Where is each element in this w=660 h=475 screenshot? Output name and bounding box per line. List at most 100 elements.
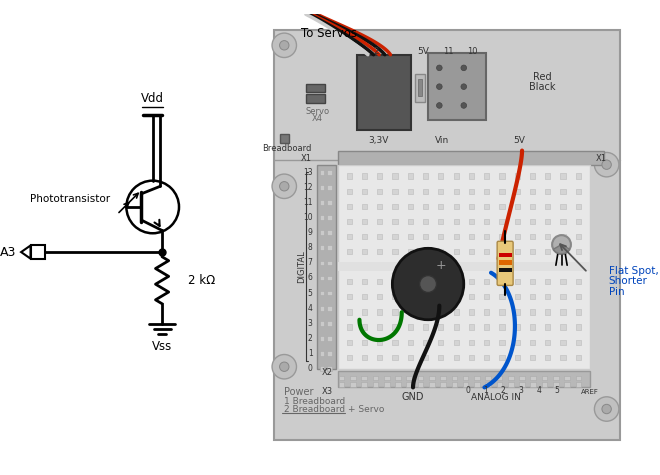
Bar <box>319 260 324 265</box>
Bar <box>440 376 446 380</box>
Bar <box>423 264 428 269</box>
Bar <box>327 336 332 341</box>
Bar <box>463 376 469 380</box>
Bar <box>338 151 604 165</box>
Text: 8: 8 <box>308 243 312 252</box>
Bar <box>545 294 550 299</box>
Bar <box>469 173 474 179</box>
Bar <box>319 185 324 190</box>
Bar <box>453 264 459 269</box>
Bar <box>408 234 413 239</box>
Polygon shape <box>21 246 30 259</box>
Bar <box>393 309 398 314</box>
Bar <box>576 294 581 299</box>
Bar <box>393 294 398 299</box>
Bar <box>564 382 570 387</box>
Bar <box>469 324 474 330</box>
Bar <box>453 218 459 224</box>
Bar <box>576 218 581 224</box>
Bar <box>453 204 459 209</box>
Text: AREF: AREF <box>581 389 599 395</box>
Bar <box>576 173 581 179</box>
Bar <box>576 234 581 239</box>
Bar <box>362 279 367 285</box>
Bar <box>560 264 566 269</box>
Bar <box>407 382 412 387</box>
Bar <box>498 260 512 265</box>
Bar <box>484 324 489 330</box>
Bar <box>484 218 489 224</box>
Bar <box>453 294 459 299</box>
Bar <box>560 294 566 299</box>
Bar <box>393 173 398 179</box>
Bar <box>346 309 352 314</box>
Bar <box>545 218 550 224</box>
Bar <box>327 306 332 311</box>
Text: X2: X2 <box>322 368 333 377</box>
Bar <box>423 279 428 285</box>
Bar <box>274 30 620 440</box>
Bar <box>327 185 332 190</box>
Text: Vin: Vin <box>435 136 449 145</box>
Text: Shorter: Shorter <box>609 276 647 286</box>
Bar <box>393 234 398 239</box>
Text: 3,3V: 3,3V <box>368 136 389 145</box>
Text: ANALOG IN: ANALOG IN <box>471 393 521 402</box>
Text: DIGITAL: DIGITAL <box>297 250 306 283</box>
Circle shape <box>436 103 442 108</box>
Bar <box>418 382 423 387</box>
Bar <box>393 249 398 254</box>
Circle shape <box>392 248 464 320</box>
Bar <box>474 382 480 387</box>
Text: Black: Black <box>529 82 556 92</box>
Bar <box>438 264 444 269</box>
Text: 13: 13 <box>303 168 312 177</box>
Bar <box>346 355 352 360</box>
Bar <box>515 218 520 224</box>
Bar <box>576 340 581 345</box>
Bar <box>423 309 428 314</box>
Text: 11: 11 <box>444 48 454 57</box>
Bar <box>545 189 550 194</box>
Bar <box>378 324 382 330</box>
Text: 6: 6 <box>308 274 312 283</box>
Bar <box>500 234 504 239</box>
Bar <box>327 170 332 175</box>
Bar <box>453 234 459 239</box>
Circle shape <box>420 276 436 293</box>
Bar <box>545 324 550 330</box>
Bar <box>530 309 535 314</box>
Bar <box>515 234 520 239</box>
Text: A3: A3 <box>0 246 16 258</box>
Bar <box>362 340 367 345</box>
Bar <box>485 382 491 387</box>
Bar <box>408 355 413 360</box>
Bar <box>560 234 566 239</box>
Circle shape <box>552 235 571 254</box>
Bar <box>423 340 428 345</box>
Bar <box>338 165 589 369</box>
Bar <box>530 324 535 330</box>
Bar <box>378 355 382 360</box>
Bar <box>515 324 520 330</box>
Bar <box>378 279 382 285</box>
Bar <box>378 249 382 254</box>
Bar <box>338 371 589 388</box>
Bar <box>451 376 457 380</box>
Text: 0: 0 <box>465 386 470 395</box>
Bar <box>560 249 566 254</box>
Bar <box>378 218 382 224</box>
Circle shape <box>280 40 289 50</box>
Text: X1: X1 <box>300 153 312 162</box>
Text: Phototransistor: Phototransistor <box>30 194 110 204</box>
Bar <box>429 376 435 380</box>
Bar <box>362 309 367 314</box>
Bar <box>395 376 401 380</box>
Bar <box>576 249 581 254</box>
Text: 2: 2 <box>501 386 506 395</box>
Text: 2: 2 <box>374 48 379 57</box>
Bar <box>530 294 535 299</box>
Bar <box>327 215 332 220</box>
Bar <box>384 376 389 380</box>
Bar <box>530 234 535 239</box>
